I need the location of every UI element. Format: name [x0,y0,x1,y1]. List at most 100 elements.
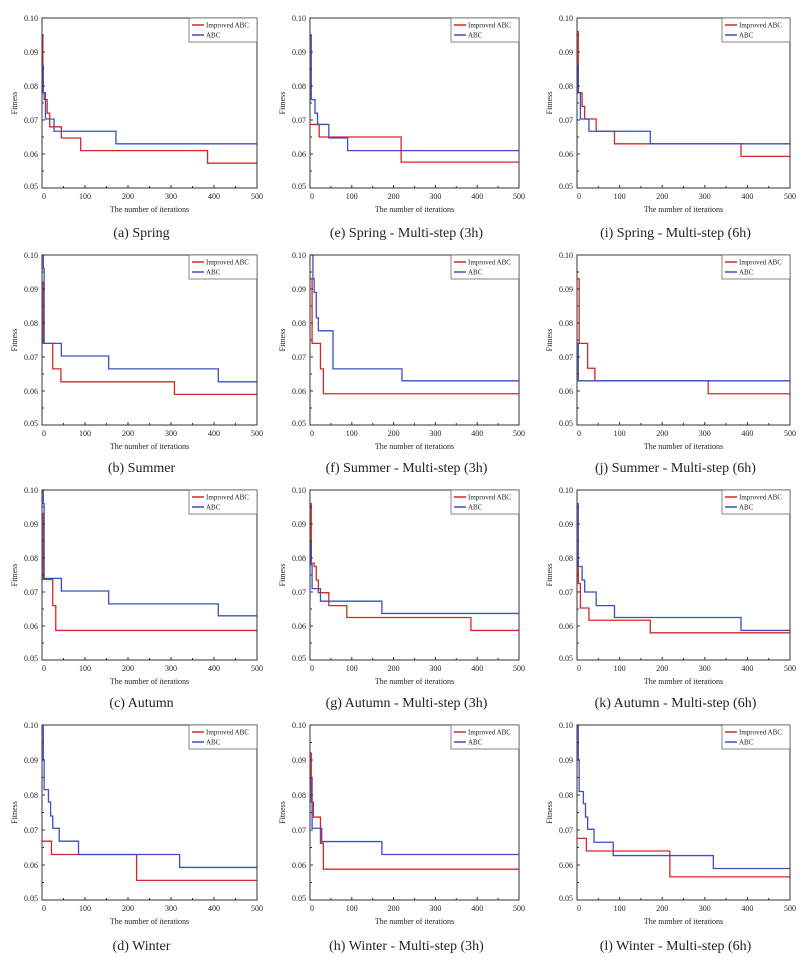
series-line-abc [577,342,790,382]
series-line-improved-abc [577,560,790,634]
x-tick-label: 100 [79,664,91,673]
x-tick-label: 300 [699,664,711,673]
y-tick-label: 0.10 [24,721,38,730]
x-tick-label: 300 [429,192,441,201]
panel-caption: (g) Autumn - Multi-step (3h) [326,696,488,711]
legend-label: Improved ABC [739,494,782,502]
panel-caption: (l) Winter - Multi-step (6h) [600,939,752,954]
x-tick-label: 200 [122,664,134,673]
y-tick-label: 0.06 [24,387,38,396]
series-line-abc [577,64,790,145]
y-axis-label: Fitness [545,92,554,115]
x-tick-label: 200 [656,429,668,438]
y-axis-label: Fitness [545,801,554,824]
y-tick-label: 0.05 [24,894,38,903]
y-tick-label: 0.10 [24,251,38,260]
x-axis-label: The number of iterations [644,442,723,451]
x-tick-label: 400 [208,664,220,673]
x-tick-label: 0 [310,429,314,438]
x-tick-label: 400 [741,192,753,201]
y-tick-label: 0.07 [24,353,38,362]
y-axis-label: Fitness [10,92,19,115]
legend-label: ABC [739,32,754,40]
legend: Improved ABC ABC [188,489,258,515]
y-tick-label: 0.09 [559,520,573,529]
x-tick-label: 500 [251,192,263,201]
panel-a: 0.05 0.06 0.07 0.08 0.09 0.10 0 100 200 300 400 500… [10,14,263,241]
legend-box [721,254,791,280]
x-tick-label: 300 [429,664,441,673]
y-tick-label: 0.10 [24,486,38,495]
y-tick-label: 0.08 [24,554,38,563]
panel-i: 0.05 0.06 0.07 0.08 0.09 0.10 0 100 200 300 400 500… [545,14,796,241]
legend-box [188,724,258,750]
y-tick-label: 0.05 [24,654,38,663]
x-tick-label: 0 [42,904,46,913]
x-tick-label: 200 [388,904,400,913]
legend: Improved ABC ABC [721,254,791,280]
legend-label: Improved ABC [468,22,511,30]
series-line-improved-abc [577,837,790,878]
x-tick-label: 200 [122,192,134,201]
legend-box [450,254,520,280]
y-tick-label: 0.07 [292,826,306,835]
panel-caption: (k) Autumn - Multi-step (6h) [595,696,757,711]
series-line-improved-abc [310,502,519,632]
x-tick-label: 100 [614,664,626,673]
legend-box [188,254,258,280]
legend-label: Improved ABC [206,259,249,267]
legend: Improved ABC ABC [188,17,258,43]
y-tick-label: 0.06 [292,387,306,396]
series-line-improved-abc [42,513,257,632]
panel-caption: (j) Summer - Multi-step (6h) [595,461,756,476]
legend: Improved ABC ABC [450,17,520,43]
x-tick-label: 200 [656,904,668,913]
series-line-abc [42,254,257,383]
x-tick-label: 400 [471,664,483,673]
y-tick-label: 0.06 [24,150,38,159]
legend-label: ABC [206,32,221,40]
x-tick-label: 100 [346,904,358,913]
x-axis-label: The number of iterations [375,442,454,451]
legend: Improved ABC ABC [188,254,258,280]
x-tick-label: 300 [165,904,177,913]
legend-label: Improved ABC [468,259,511,267]
series-line-improved-abc [310,752,519,870]
y-tick-label: 0.08 [559,791,573,800]
x-tick-label: 500 [784,192,796,201]
legend-label: ABC [739,739,754,747]
y-tick-label: 0.09 [24,48,38,57]
x-tick-label: 100 [614,904,626,913]
series-line-improved-abc [310,278,519,395]
legend-label: ABC [468,739,483,747]
x-tick-label: 200 [388,429,400,438]
y-tick-label: 0.05 [24,419,38,428]
y-tick-label: 0.09 [24,756,38,765]
x-tick-label: 300 [165,429,177,438]
y-tick-label: 0.09 [559,285,573,294]
x-tick-label: 500 [513,429,525,438]
plot-frame [309,489,520,661]
legend-box [450,17,520,43]
x-tick-label: 300 [165,192,177,201]
legend-box [721,724,791,750]
y-tick-label: 0.09 [559,756,573,765]
x-tick-label: 0 [577,192,581,201]
y-axis-label: Fitness [278,329,287,352]
legend-label: ABC [206,504,221,512]
x-tick-label: 0 [42,192,46,201]
x-tick-label: 0 [42,429,46,438]
series-line-abc [42,64,257,145]
panel-h: 0.05 0.06 0.07 0.08 0.09 0.10 0 100 200 300 400 500… [278,721,525,954]
y-tick-label: 0.07 [559,116,573,125]
x-tick-label: 0 [577,429,581,438]
y-tick-label: 0.10 [559,721,573,730]
x-tick-label: 200 [122,429,134,438]
series-line-abc [577,502,790,632]
y-tick-label: 0.10 [292,251,306,260]
panel-caption: (d) Winter [113,939,171,954]
x-axis-label: The number of iterations [375,917,454,926]
y-tick-label: 0.05 [292,419,306,428]
y-tick-label: 0.05 [559,419,573,428]
x-axis-label: The number of iterations [110,917,189,926]
